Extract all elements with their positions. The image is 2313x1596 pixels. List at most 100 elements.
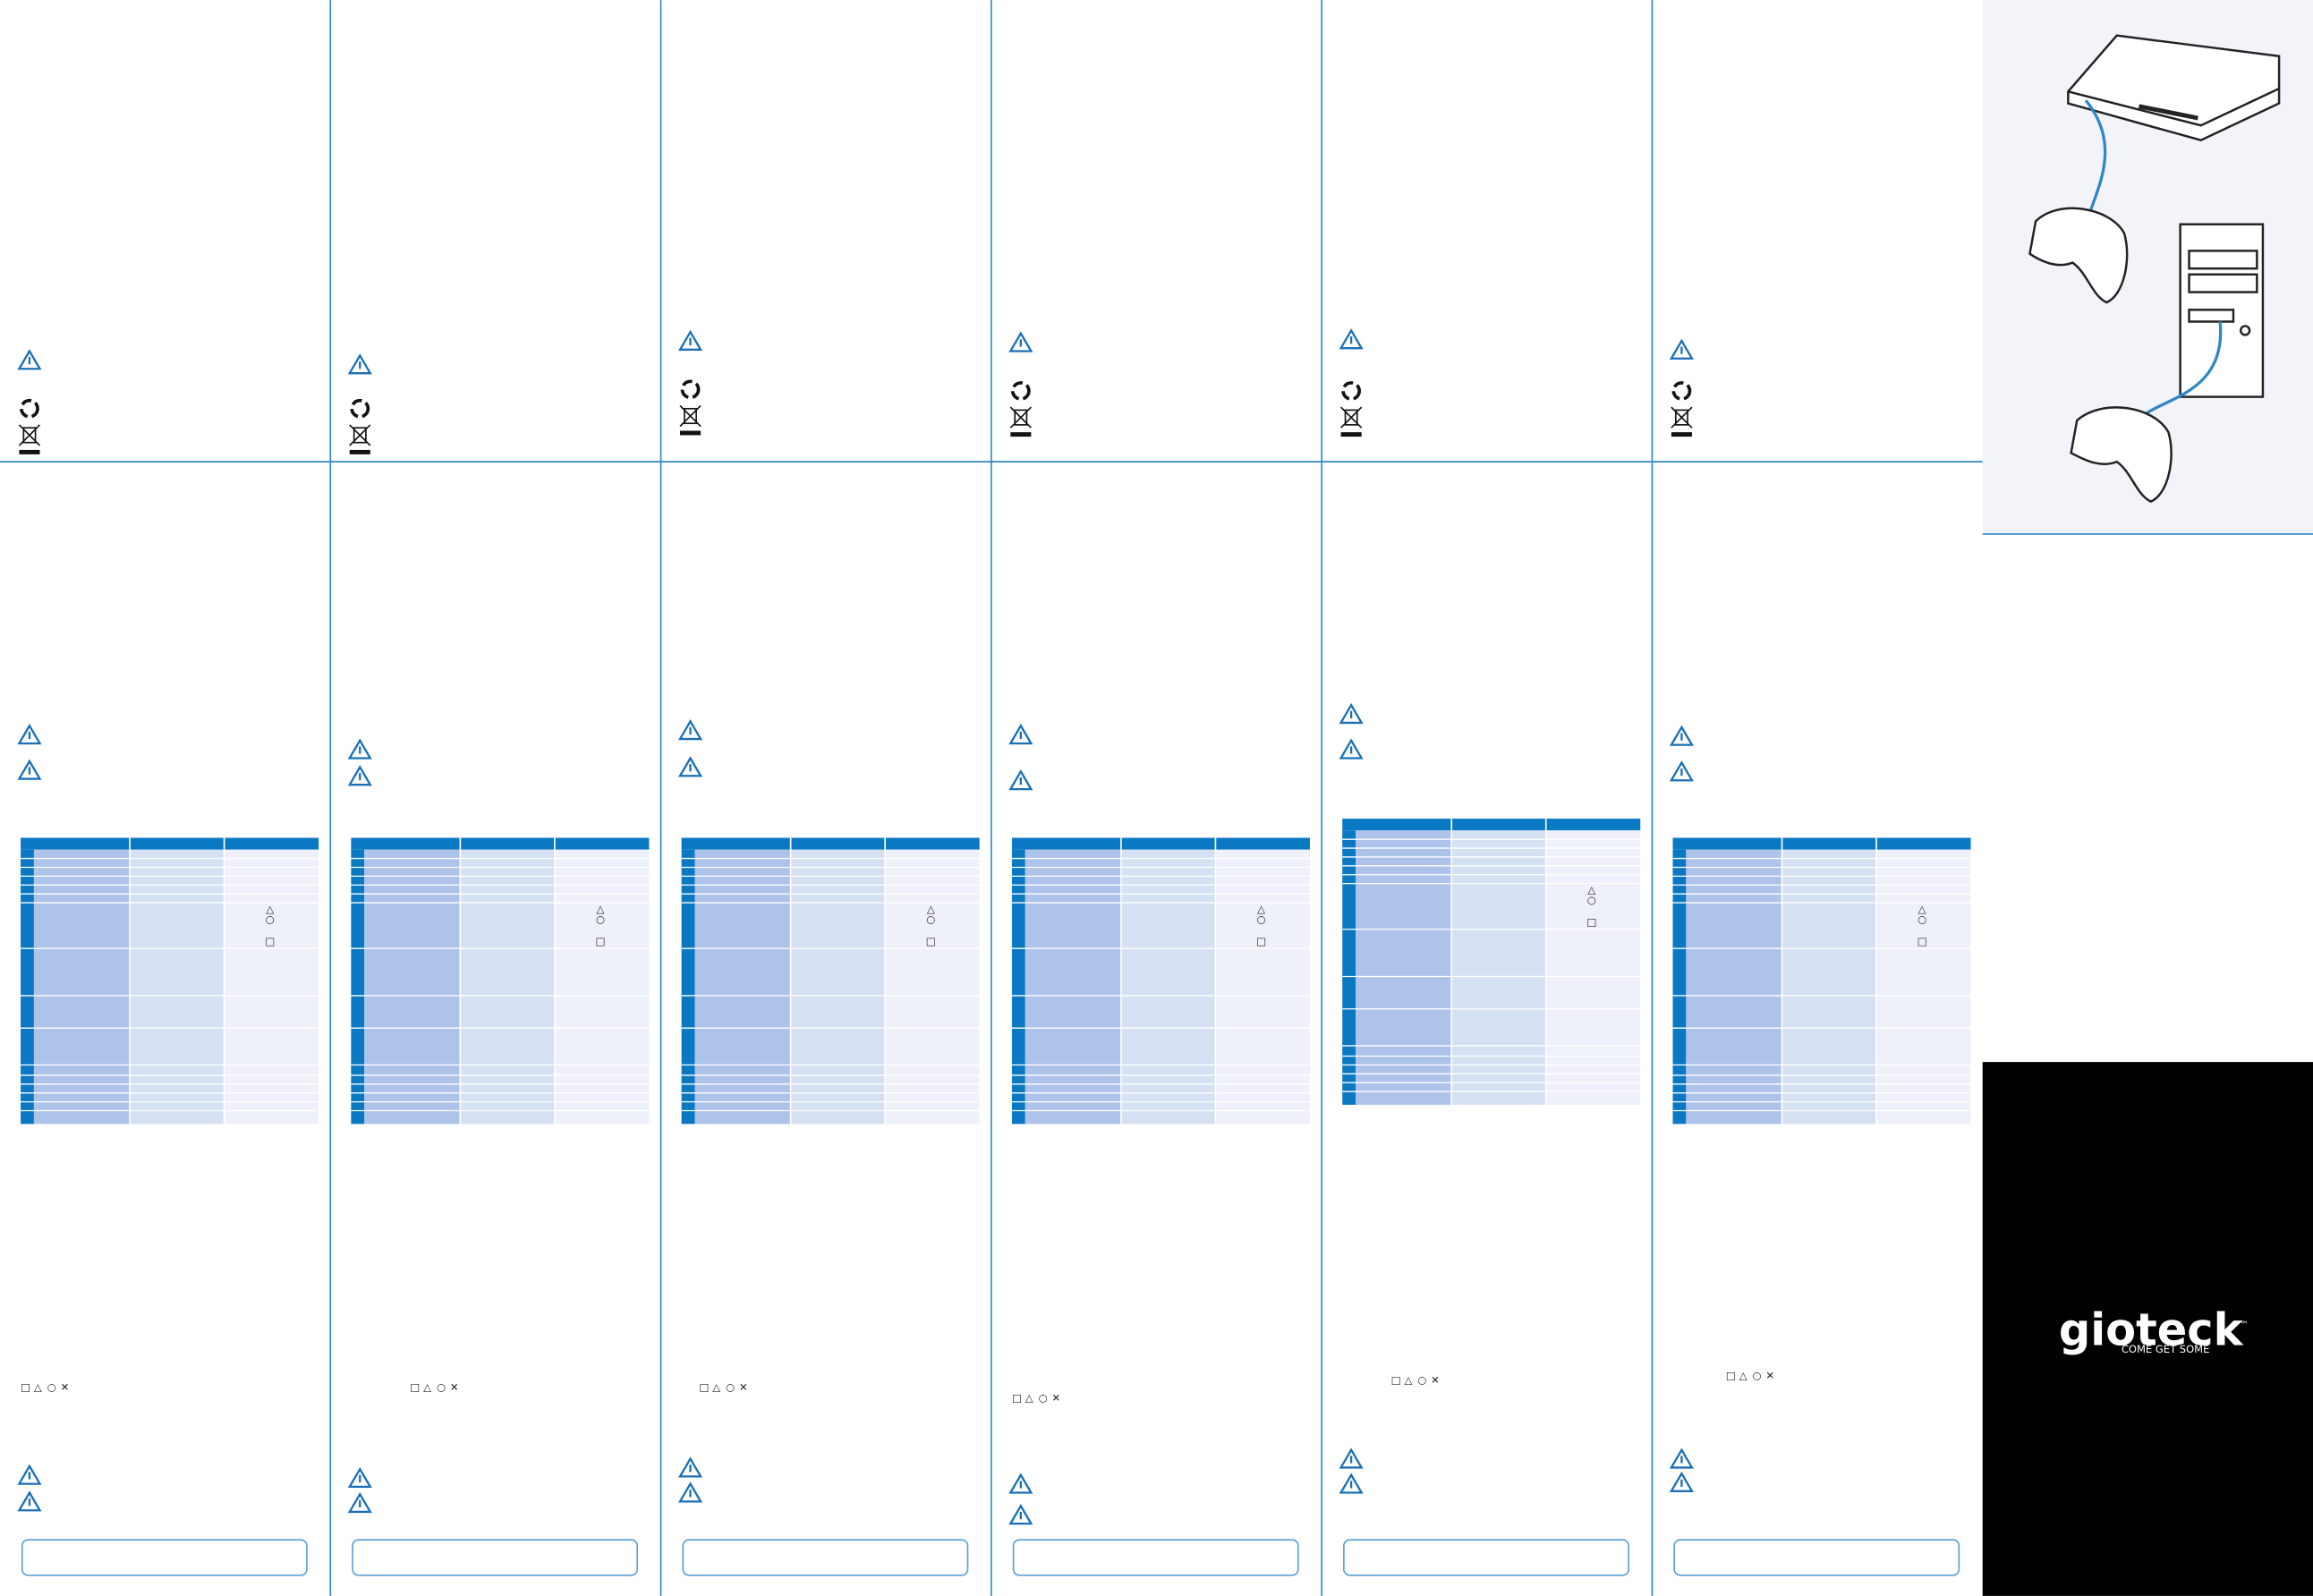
- table-symbol: ○: [1918, 913, 1926, 925]
- pc-illustration: [2179, 223, 2265, 398]
- table-column: [1451, 830, 1546, 1105]
- table-column: [1782, 849, 1877, 1125]
- warning-icon: [1669, 725, 1694, 746]
- note-box: [21, 1539, 308, 1576]
- weee-cross: [1009, 406, 1032, 429]
- table-symbol: △: [1918, 903, 1926, 915]
- warning-icon: [1669, 338, 1694, 360]
- button-symbol: □: [21, 1381, 30, 1394]
- button-symbol: △: [34, 1381, 42, 1394]
- warning-icon: [347, 765, 372, 786]
- button-symbol: ✕: [739, 1381, 748, 1394]
- table-column: [885, 849, 980, 1125]
- button-symbol: △: [1025, 1391, 1033, 1404]
- warning-icon: [347, 353, 372, 375]
- warning-icon: [1669, 1471, 1694, 1492]
- table-column: [1356, 830, 1452, 1105]
- weee-bin-icon: [684, 407, 697, 425]
- button-symbol: □: [699, 1381, 709, 1394]
- table-column: [1215, 849, 1310, 1125]
- table-column: [1120, 849, 1216, 1125]
- warning-icon: [677, 718, 703, 741]
- table-header: [1011, 837, 1310, 850]
- trademark: ™: [2240, 1320, 2249, 1330]
- warning-icon: [17, 1464, 42, 1485]
- warning-icon: [1339, 1447, 1364, 1469]
- table-header: [1342, 819, 1641, 831]
- button-symbol: □: [410, 1381, 420, 1394]
- button-symbol: ○: [1417, 1373, 1426, 1386]
- table-symbol: □: [926, 935, 936, 947]
- warning-icon: [1339, 328, 1364, 350]
- logo-panel: [1982, 1062, 2313, 1596]
- weee-cross: [349, 424, 371, 446]
- button-symbol: □: [1012, 1391, 1022, 1404]
- table-symbol: △: [1257, 903, 1265, 915]
- weee-bin-icon: [1344, 409, 1358, 426]
- weee-bar: [1010, 432, 1032, 437]
- warning-icon: [347, 1466, 372, 1489]
- table-header: [681, 837, 980, 850]
- warning-icon: [1339, 1473, 1364, 1494]
- recycle-icon: [20, 398, 39, 419]
- button-symbol: ✕: [61, 1381, 70, 1394]
- button-symbol: ✕: [450, 1381, 459, 1394]
- recycle-icon: [1671, 381, 1692, 401]
- warning-icon: [677, 329, 703, 351]
- button-symbol: △: [1404, 1373, 1412, 1386]
- weee-cross: [1671, 406, 1693, 429]
- controller-illustration: [2028, 207, 2173, 503]
- note-box: [682, 1539, 969, 1576]
- table-column: [554, 849, 650, 1125]
- table-header: [351, 837, 650, 850]
- warning-icon: [347, 1491, 372, 1514]
- table-symbol: □: [1256, 935, 1266, 947]
- note-box: [1012, 1539, 1299, 1576]
- weee-bar: [680, 430, 702, 436]
- warning-icon: [1669, 1447, 1694, 1469]
- warning-icon: [347, 738, 372, 760]
- warning-icon: [1008, 1473, 1033, 1494]
- button-symbol: ○: [726, 1381, 735, 1394]
- weee-bin-icon: [1014, 409, 1028, 426]
- button-symbol: □: [1726, 1370, 1736, 1382]
- warning-icon: [677, 756, 703, 777]
- warning-icon: [17, 349, 42, 370]
- table-column: [364, 849, 461, 1125]
- console-illustration: [2067, 34, 2281, 142]
- table-index-strip: [681, 849, 695, 1125]
- weee-bin-icon: [353, 427, 367, 444]
- weee-bar: [349, 449, 370, 454]
- warning-icon: [1008, 769, 1033, 791]
- warning-icon: [1008, 331, 1033, 352]
- table-symbol: □: [1918, 935, 1927, 947]
- button-symbol: △: [712, 1381, 720, 1394]
- button-symbol: ○: [437, 1381, 446, 1394]
- button-symbol: ✕: [1051, 1391, 1060, 1404]
- table-symbol: □: [596, 935, 606, 947]
- table-symbol: ○: [1587, 894, 1596, 906]
- recycle-icon: [1341, 381, 1361, 401]
- warning-icon: [1339, 738, 1364, 760]
- weee-bar: [19, 449, 40, 454]
- table-symbol: △: [597, 903, 605, 915]
- table-column: [1686, 849, 1782, 1125]
- warning-icon: [1008, 723, 1033, 745]
- button-symbol: ○: [1753, 1370, 1762, 1382]
- table-column: [1025, 849, 1121, 1125]
- table-symbol: ○: [1257, 913, 1266, 925]
- brand-tagline: COME GET SOME: [2122, 1343, 2210, 1355]
- warning-icon: [1669, 760, 1694, 782]
- table-column: [224, 849, 319, 1125]
- note-box: [352, 1539, 639, 1576]
- table-header: [1672, 837, 1971, 850]
- table-column: [790, 849, 886, 1125]
- table-symbol: □: [265, 935, 275, 947]
- warning-icon: [17, 1490, 42, 1512]
- button-symbol: △: [1739, 1370, 1748, 1382]
- table-index-strip: [1342, 830, 1356, 1105]
- table-column: [694, 849, 791, 1125]
- weee-cross: [18, 424, 41, 446]
